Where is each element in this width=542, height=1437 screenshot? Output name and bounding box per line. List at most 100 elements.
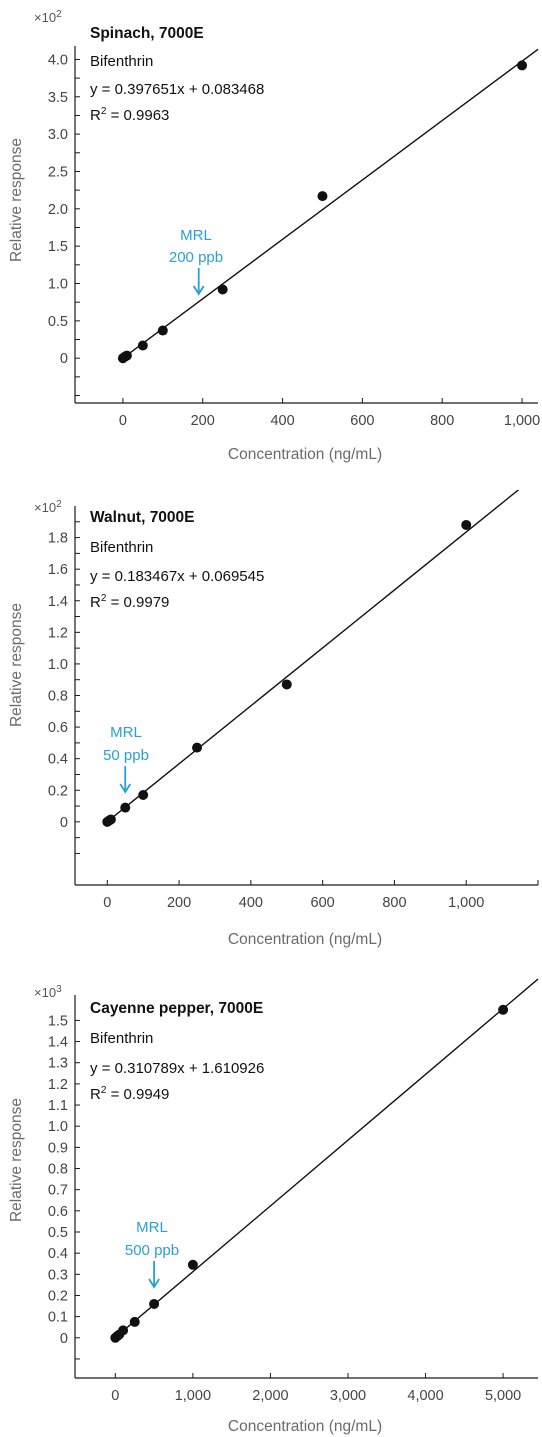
- y-tick-label: 0.4: [48, 1246, 68, 1262]
- mrl-label: MRL: [136, 1219, 168, 1236]
- x-tick-label: 1,000: [175, 1388, 211, 1404]
- x-tick-label: 400: [270, 413, 294, 429]
- data-point: [120, 802, 131, 813]
- chart-title: Walnut, 7000E: [90, 509, 195, 526]
- x-tick-label: 0: [103, 895, 111, 911]
- x-axis-label: Concentration (ng/mL): [228, 446, 382, 463]
- chart-cayenne-pepper: 0 0.1 0.2 0.3 0.4 0.5 0.6 0.7 0.8 0.9 1.0 1.1 1.2 1.3…: [8, 978, 539, 1435]
- y-tick-label: 0.8: [48, 689, 68, 705]
- data-point: [217, 284, 228, 295]
- analyte-label: Bifenthrin: [90, 1030, 153, 1047]
- y-tick-label: 1.4: [48, 1035, 68, 1051]
- chart-panel-cayenne-pepper: 0 0.1 0.2 0.3 0.4 0.5 0.6 0.7 0.8 0.9 1.0 1.1 1.2 1.3…: [0, 975, 542, 1437]
- data-point: [187, 1259, 198, 1270]
- fit-line: [106, 490, 520, 823]
- analyte-label: Bifenthrin: [90, 53, 153, 70]
- y-tick-label: 0: [60, 815, 68, 831]
- y-tick-label: 1.0: [48, 1119, 68, 1135]
- mrl-label: MRL: [180, 227, 212, 244]
- y-tick-label: 0.5: [48, 1225, 68, 1241]
- x-tick-label: 200: [191, 413, 215, 429]
- r-squared: R2 = 0.9949: [90, 1085, 169, 1103]
- fit-equation: y = 0.183467x + 0.069545: [90, 568, 264, 585]
- axis-multiplier: ×102: [34, 499, 62, 515]
- x-tick-label: 0: [111, 1388, 119, 1404]
- x-tick-label: 1,000: [448, 895, 484, 911]
- x-tick-label: 600: [311, 895, 335, 911]
- y-tick-label: 0.8: [48, 1162, 68, 1178]
- axis-multiplier: ×103: [34, 984, 62, 1000]
- y-tick-label: 0.2: [48, 783, 68, 799]
- y-tick-label: 1.5: [48, 239, 68, 255]
- y-tick-label: 0.2: [48, 1288, 68, 1304]
- fit-line: [122, 48, 539, 359]
- x-tick-label: 600: [350, 413, 374, 429]
- data-point: [461, 519, 472, 530]
- y-tick-label: 1.0: [48, 277, 68, 293]
- fit-equation: y = 0.310789x + 1.610926: [90, 1060, 264, 1077]
- chart-panel-spinach: 0 0.5 1.0 1.5 2.0 2.5 3.0 3.5 4.0 0 200 400 600 800 1,…: [0, 0, 542, 470]
- x-tick-label: 4,000: [407, 1388, 443, 1404]
- x-tick-label: 1,000: [504, 413, 540, 429]
- x-axis-label: Concentration (ng/mL): [228, 1418, 382, 1435]
- y-tick-label: 0.9: [48, 1140, 68, 1156]
- x-tick-label: 2,000: [252, 1388, 288, 1404]
- analyte-label: Bifenthrin: [90, 539, 153, 556]
- r-squared: R2 = 0.9963: [90, 106, 169, 124]
- fit-line: [114, 978, 539, 1338]
- data-point: [517, 60, 528, 71]
- y-tick-label: 0.1: [48, 1310, 68, 1326]
- y-axis-label: Relative response: [8, 138, 25, 262]
- x-axis-label: Concentration (ng/mL): [228, 931, 382, 948]
- chart-title: Spinach, 7000E: [90, 25, 204, 42]
- mrl-label: MRL: [110, 724, 142, 741]
- y-tick-label: 0.6: [48, 1204, 68, 1220]
- mrl-arrow-head: [148, 1278, 160, 1289]
- x-tick-label: 5,000: [485, 1388, 521, 1404]
- y-tick-label: 1.4: [48, 594, 68, 610]
- y-tick-label: 0: [60, 351, 68, 367]
- y-tick-label: 1.5: [48, 1013, 68, 1029]
- y-tick-label: 1.8: [48, 531, 68, 547]
- x-tick-label: 800: [382, 895, 406, 911]
- mrl-arrow-head: [192, 285, 205, 296]
- data-point: [281, 679, 292, 690]
- y-tick-label: 1.2: [48, 1077, 68, 1093]
- y-tick-label: 0.6: [48, 720, 68, 736]
- r-squared: R2 = 0.9979: [90, 593, 169, 611]
- x-tick-label: 0: [119, 413, 127, 429]
- y-tick-label: 4.0: [48, 52, 68, 68]
- chart-walnut: 0 0.2 0.4 0.6 0.8 1.0 1.2 1.4 1.6 1.8 0 200 400 600 80…: [8, 490, 539, 948]
- mrl-value: 500 ppb: [125, 1242, 179, 1259]
- y-tick-label: 3.5: [48, 90, 68, 106]
- data-point: [105, 814, 116, 825]
- y-tick-label: 0: [60, 1331, 68, 1347]
- data-point: [129, 1316, 140, 1327]
- y-tick-label: 0.5: [48, 314, 68, 330]
- x-tick-label: 400: [239, 895, 263, 911]
- data-point: [138, 789, 149, 800]
- data-point: [137, 340, 148, 351]
- y-tick-label: 2.0: [48, 202, 68, 218]
- y-tick-label: 3.0: [48, 127, 68, 143]
- y-tick-label: 1.3: [48, 1056, 68, 1072]
- data-point: [192, 742, 203, 753]
- data-point: [317, 191, 328, 202]
- axis-multiplier: ×102: [34, 9, 62, 25]
- y-tick-label: 1.6: [48, 562, 68, 578]
- y-tick-label: 1.0: [48, 657, 68, 673]
- x-tick-label: 800: [430, 413, 454, 429]
- data-point: [149, 1298, 160, 1309]
- y-tick-label: 1.1: [48, 1098, 68, 1114]
- y-tick-label: 0.4: [48, 752, 68, 768]
- mrl-value: 200 ppb: [169, 249, 223, 266]
- chart-title: Cayenne pepper, 7000E: [90, 1000, 263, 1017]
- x-tick-label: 3,000: [330, 1388, 366, 1404]
- data-point: [121, 350, 132, 361]
- chart-spinach: 0 0.5 1.0 1.5 2.0 2.5 3.0 3.5 4.0 0 200 400 600 800 1,…: [8, 9, 540, 463]
- x-tick-label: 200: [167, 895, 191, 911]
- y-tick-label: 0.3: [48, 1267, 68, 1283]
- mrl-arrow-head: [119, 783, 132, 794]
- y-tick-label: 2.5: [48, 164, 68, 180]
- data-point: [157, 325, 168, 336]
